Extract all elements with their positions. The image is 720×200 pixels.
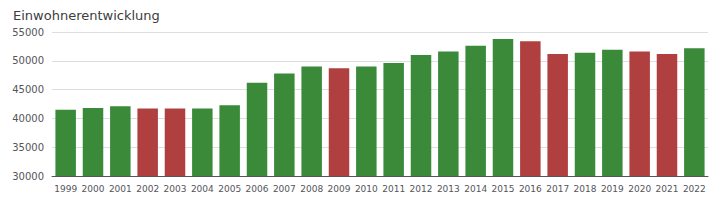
svg-text:2009: 2009 — [328, 184, 351, 194]
svg-text:2007: 2007 — [273, 184, 296, 194]
svg-text:2018: 2018 — [574, 184, 597, 194]
svg-text:2004: 2004 — [191, 184, 214, 194]
svg-text:30000: 30000 — [12, 171, 44, 182]
svg-text:2012: 2012 — [410, 184, 433, 194]
svg-text:2005: 2005 — [218, 184, 241, 194]
svg-text:2001: 2001 — [109, 184, 132, 194]
svg-text:Einwohnerentwicklung: Einwohnerentwicklung — [13, 8, 160, 23]
svg-text:35000: 35000 — [12, 142, 44, 153]
svg-text:2015: 2015 — [492, 184, 515, 194]
svg-text:2021: 2021 — [656, 184, 679, 194]
svg-text:2008: 2008 — [300, 184, 323, 194]
svg-text:2013: 2013 — [437, 184, 460, 194]
svg-text:2020: 2020 — [628, 184, 651, 194]
svg-text:2000: 2000 — [82, 184, 105, 194]
svg-text:50000: 50000 — [12, 55, 44, 66]
svg-text:55000: 55000 — [12, 27, 44, 38]
svg-text:2002: 2002 — [136, 184, 159, 194]
svg-text:45000: 45000 — [12, 84, 44, 95]
svg-text:1999: 1999 — [54, 184, 77, 194]
svg-text:2014: 2014 — [464, 184, 487, 194]
svg-text:40000: 40000 — [12, 113, 44, 124]
svg-text:2003: 2003 — [164, 184, 187, 194]
svg-text:2017: 2017 — [546, 184, 569, 194]
svg-text:2010: 2010 — [355, 184, 378, 194]
svg-text:2016: 2016 — [519, 184, 542, 194]
svg-text:2011: 2011 — [382, 184, 405, 194]
svg-text:2019: 2019 — [601, 184, 624, 194]
svg-text:2022: 2022 — [683, 184, 706, 194]
svg-text:2006: 2006 — [246, 184, 269, 194]
